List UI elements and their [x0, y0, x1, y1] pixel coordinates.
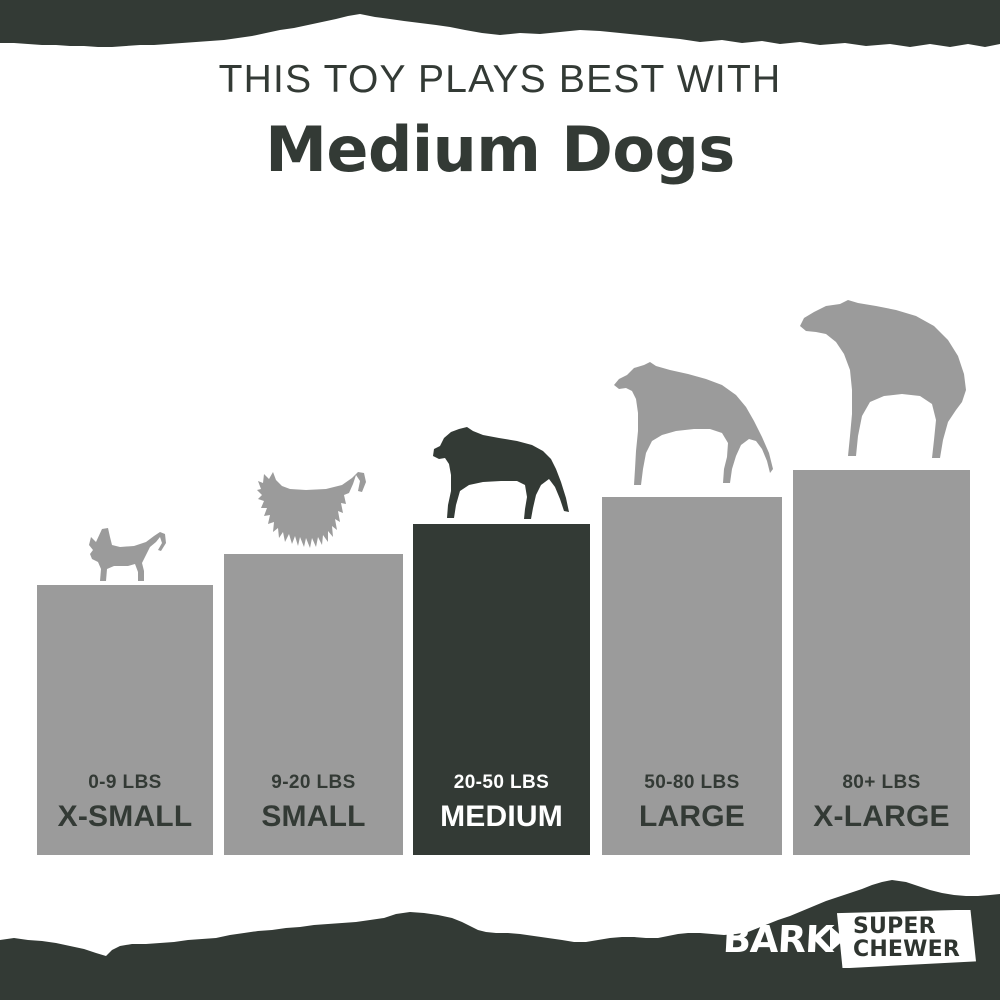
bar-size-x-small: X-SMALL — [57, 800, 193, 833]
logo-bark-wordmark: BARK — [721, 917, 835, 961]
logo-arrow-icon — [829, 926, 845, 952]
bar-labels-small: 9-20 LBS SMALL — [224, 772, 403, 833]
bar-weight-medium: 20-50 LBS — [453, 772, 550, 794]
bar-weight-small: 9-20 LBS — [271, 772, 356, 794]
chart-column-large: 50-80 LBS LARGE — [602, 362, 782, 855]
bar-size-x-large: X-LARGE — [813, 800, 950, 833]
bar-size-medium: MEDIUM — [440, 800, 563, 833]
bar-x-large[interactable]: 80+ LBS X-LARGE — [793, 470, 970, 855]
logo-super-text: SUPER — [852, 913, 936, 939]
bar-large[interactable]: 50-80 LBS LARGE — [602, 497, 782, 855]
bar-weight-x-small: 0-9 LBS — [88, 772, 162, 794]
chart-column-x-small: 0-9 LBS X-SMALL — [37, 528, 213, 855]
bar-labels-x-small: 0-9 LBS X-SMALL — [37, 772, 213, 833]
chihuahua-icon — [76, 523, 174, 585]
headline-kicker: THIS TOY PLAYS BEST WITH — [218, 58, 782, 101]
bar-weight-x-large: 80+ LBS — [842, 772, 921, 794]
great-dane-icon — [796, 290, 968, 470]
bar-small[interactable]: 9-20 LBS SMALL — [224, 554, 403, 855]
chart-column-medium: 20-50 LBS MEDIUM — [413, 427, 590, 855]
terrier-icon — [252, 468, 376, 554]
bar-labels-x-large: 80+ LBS X-LARGE — [793, 772, 970, 833]
bar-medium[interactable]: 20-50 LBS MEDIUM — [413, 524, 590, 855]
logo-chewer-text: CHEWER — [852, 936, 960, 962]
heading-block: THIS TOY PLAYS BEST WITH Medium Dogs — [0, 58, 1000, 185]
logo-super-chewer-plate: SUPER CHEWER — [836, 909, 976, 969]
retriever-icon — [610, 357, 774, 497]
bar-size-large: LARGE — [639, 800, 745, 833]
bar-size-small: SMALL — [261, 800, 366, 833]
labrador-icon — [429, 419, 575, 524]
headline-main: Medium Dogs — [265, 112, 735, 186]
bar-labels-large: 50-80 LBS LARGE — [602, 772, 782, 833]
bark-super-chewer-logo: BARK SUPER CHEWER — [721, 909, 976, 969]
chart-column-small: 9-20 LBS SMALL — [224, 472, 403, 855]
bar-labels-medium: 20-50 LBS MEDIUM — [413, 772, 590, 833]
bar-weight-large: 50-80 LBS — [644, 772, 740, 794]
bar-x-small[interactable]: 0-9 LBS X-SMALL — [37, 585, 213, 855]
chart-column-x-large: 80+ LBS X-LARGE — [793, 300, 970, 855]
